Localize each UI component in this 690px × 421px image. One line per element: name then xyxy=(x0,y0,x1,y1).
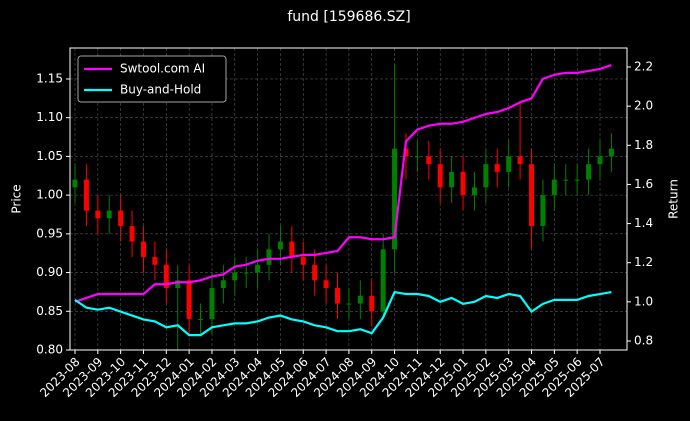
candle-body xyxy=(232,272,238,281)
y-tick-label: 1.10 xyxy=(36,110,63,124)
candle-body xyxy=(255,264,261,273)
candle-body xyxy=(209,288,215,320)
candle-body xyxy=(346,303,352,305)
candle-body xyxy=(494,164,500,172)
chart-title: fund [159686.SZ] xyxy=(287,9,410,25)
candle-body xyxy=(437,164,443,188)
candle-body xyxy=(380,249,386,312)
candle-body xyxy=(198,319,204,321)
candle-body xyxy=(563,179,569,181)
plot-frame xyxy=(69,47,628,351)
candle-body xyxy=(335,288,340,304)
y-tick-label: 1.15 xyxy=(36,71,63,85)
candle-body xyxy=(163,264,169,289)
legend-label: Swtool.com AI xyxy=(120,62,205,76)
legend-label: Buy-and-Hold xyxy=(120,83,201,97)
candle-body xyxy=(506,156,512,172)
candle-body xyxy=(449,171,455,188)
y2-tick-label: 1.0 xyxy=(634,294,653,308)
candle-body xyxy=(106,210,112,219)
candle-body xyxy=(403,148,409,157)
candle-body xyxy=(83,179,89,211)
candle-body xyxy=(175,280,181,289)
candle-body xyxy=(129,226,135,242)
candle-body xyxy=(517,156,523,165)
candle-body xyxy=(220,280,226,289)
candle-body xyxy=(300,257,306,265)
candle-body xyxy=(529,164,535,227)
line-series xyxy=(74,290,612,337)
candle-body xyxy=(323,280,329,289)
candle-body xyxy=(266,249,272,265)
candle-body xyxy=(586,164,592,180)
candle-body xyxy=(426,156,432,165)
y-tick-label: 1.00 xyxy=(36,188,63,202)
candle-body xyxy=(118,210,124,227)
candle-body xyxy=(608,148,614,157)
y2-tick-label: 1.8 xyxy=(634,138,653,152)
legend-box xyxy=(77,55,227,103)
y-tick-label: 0.80 xyxy=(36,343,63,357)
candle-body xyxy=(243,272,249,274)
candle-body xyxy=(152,257,158,265)
y2-tick-label: 1.4 xyxy=(634,216,653,230)
candle-body xyxy=(369,295,375,312)
line-series xyxy=(74,63,612,303)
candle-body xyxy=(574,179,580,181)
y-tick-label: 0.95 xyxy=(36,226,63,240)
candle-body xyxy=(597,156,603,165)
candle-body xyxy=(483,164,489,188)
candle-body xyxy=(357,295,363,304)
y2-tick-label: 0.8 xyxy=(634,333,653,347)
candle-body xyxy=(289,241,295,258)
y2-tick-label: 2.0 xyxy=(634,99,653,113)
candle-body xyxy=(277,241,283,250)
candle-body xyxy=(72,179,78,188)
candle-body xyxy=(186,280,192,320)
candle-body xyxy=(414,156,420,158)
y2-tick-label: 1.2 xyxy=(634,255,653,269)
y2-tick-label: 1.6 xyxy=(634,177,653,191)
y-tick-label: 1.05 xyxy=(36,149,63,163)
candle-body xyxy=(140,241,146,258)
candle-body xyxy=(312,264,318,281)
y-tick-label: 0.90 xyxy=(36,265,63,279)
candle-body xyxy=(392,148,398,250)
y-tick-label: 0.85 xyxy=(36,304,63,318)
candle-body xyxy=(540,195,546,227)
candle-body xyxy=(471,187,477,196)
y-axis-label: Price xyxy=(10,184,24,213)
candle-body xyxy=(551,179,557,196)
candle-body xyxy=(460,171,466,196)
y2-axis-label: Return xyxy=(667,179,681,219)
candle-body xyxy=(95,210,101,219)
y2-tick-label: 2.2 xyxy=(634,59,653,73)
